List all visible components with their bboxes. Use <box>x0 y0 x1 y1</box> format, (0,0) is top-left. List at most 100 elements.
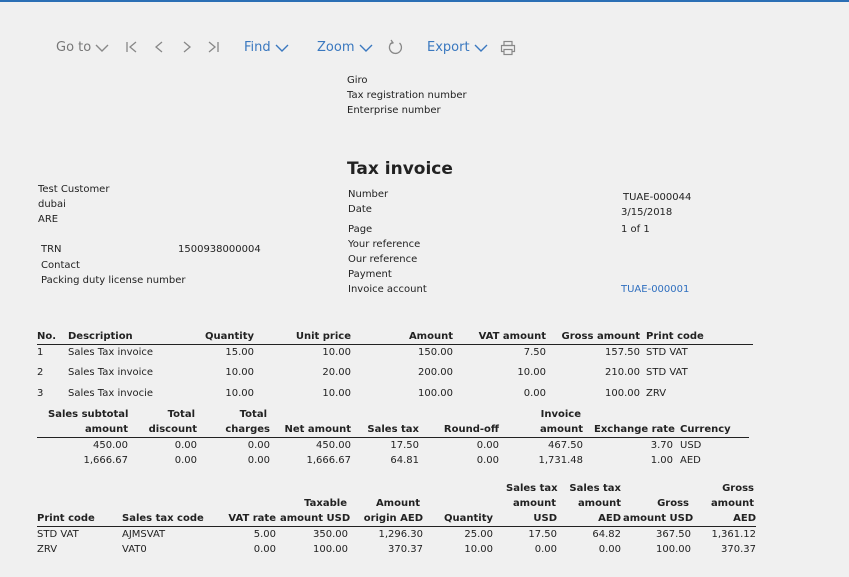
export-button[interactable]: Export <box>427 40 488 55</box>
column-header: amount <box>512 498 556 509</box>
total-discount-value: 0.00 <box>174 440 197 451</box>
invoice-account-link[interactable]: TUAE-000001 <box>621 284 690 295</box>
sales-tax-code-value: VAT0 <box>122 544 147 555</box>
net-amount-value: 1,666.67 <box>306 455 351 466</box>
exchange-rate-value: 3.70 <box>650 440 673 451</box>
line-description: Sales Tax invocie <box>68 388 154 399</box>
taxable-amount-value: 350.00 <box>313 529 348 540</box>
column-header: Sales subtotal <box>48 409 129 420</box>
line-gross-amount: 210.00 <box>605 367 640 378</box>
line-unit-price: 20.00 <box>322 367 351 378</box>
column-header: AED <box>598 513 621 524</box>
sales-tax-code-value: AJMSVAT <box>122 529 166 540</box>
column-header: origin AED <box>363 513 423 524</box>
line-amount: 150.00 <box>418 347 453 358</box>
amount-origin-value: 370.37 <box>388 544 423 555</box>
amount-origin-value: 1,296.30 <box>378 529 423 540</box>
chevron-down-icon <box>275 44 289 52</box>
goto-label: Go to <box>56 40 92 55</box>
gross-usd-value: 367.50 <box>656 529 691 540</box>
number-label: Number <box>348 189 389 200</box>
net-amount-value: 450.00 <box>316 440 351 451</box>
line-print-code: STD VAT <box>646 347 688 358</box>
column-header: VAT rate <box>228 513 276 524</box>
date-label: Date <box>348 204 372 215</box>
column-header: amount USD <box>623 513 694 524</box>
vat-rate-value: 5.00 <box>253 529 276 540</box>
line-vat-amount: 0.00 <box>523 388 546 399</box>
column-header: Quantity <box>444 513 493 524</box>
line-description: Sales Tax invoice <box>68 347 154 358</box>
sales-tax-usd-value: 17.50 <box>528 529 557 540</box>
header-divider <box>37 344 753 345</box>
line-unit-price: 10.00 <box>322 388 351 399</box>
sales-subtotal-value: 450.00 <box>93 440 128 451</box>
document-title: Tax invoice <box>347 159 453 179</box>
previous-page-icon[interactable] <box>153 40 165 57</box>
line-print-code: STD VAT <box>646 367 688 378</box>
line-vat-amount: 10.00 <box>517 367 546 378</box>
find-button[interactable]: Find <box>244 40 289 55</box>
sales-tax-value: 64.81 <box>390 455 419 466</box>
column-header: Print code <box>37 513 95 524</box>
column-header: Taxable <box>304 498 347 509</box>
gross-aed-value: 1,361.12 <box>711 529 756 540</box>
print-icon[interactable] <box>500 40 516 60</box>
line-quantity: 10.00 <box>225 388 254 399</box>
chevron-down-icon <box>95 44 109 52</box>
header-divider <box>37 526 756 527</box>
gross-aed-value: 370.37 <box>721 544 756 555</box>
enterprise-number-label: Enterprise number <box>347 105 441 116</box>
customer-country: ARE <box>38 214 59 225</box>
our-reference-label: Our reference <box>348 254 418 265</box>
goto-button[interactable]: Go to <box>56 40 109 55</box>
quantity-value: 10.00 <box>464 544 493 555</box>
total-discount-value: 0.00 <box>174 455 197 466</box>
number-value: TUAE-000044 <box>623 192 692 203</box>
line-description: Sales Tax invoice <box>68 367 154 378</box>
total-charges-value: 0.00 <box>247 455 270 466</box>
line-unit-price: 10.00 <box>322 347 351 358</box>
line-quantity: 15.00 <box>225 347 254 358</box>
refresh-icon[interactable] <box>387 39 404 60</box>
gross-usd-value: 100.00 <box>656 544 691 555</box>
find-label: Find <box>244 40 271 55</box>
taxable-amount-value: 100.00 <box>313 544 348 555</box>
column-header: Print code <box>646 331 704 342</box>
first-page-icon[interactable] <box>125 40 139 57</box>
trn-value: 1500938000004 <box>178 244 261 255</box>
column-header: VAT amount <box>478 331 546 342</box>
column-header: amount <box>710 498 754 509</box>
last-page-icon[interactable] <box>206 40 220 57</box>
sales-tax-value: 17.50 <box>390 440 419 451</box>
currency-value: AED <box>680 455 701 466</box>
total-charges-value: 0.00 <box>247 440 270 451</box>
column-header: amount <box>84 424 128 435</box>
column-header: charges <box>225 424 270 435</box>
chevron-down-icon <box>474 44 488 52</box>
column-header: Gross <box>657 498 689 509</box>
column-header: Unit price <box>295 331 351 342</box>
line-gross-amount: 100.00 <box>605 388 640 399</box>
invoice-account-label: Invoice account <box>348 284 427 295</box>
sales-tax-aed-value: 64.82 <box>592 529 621 540</box>
column-header: Currency <box>680 424 731 435</box>
customer-name: Test Customer <box>38 184 110 195</box>
line-gross-amount: 157.50 <box>605 347 640 358</box>
column-header: Gross amount <box>561 331 640 342</box>
next-page-icon[interactable] <box>181 40 193 57</box>
column-header: AED <box>733 513 756 524</box>
line-print-code: ZRV <box>646 388 667 399</box>
giro-label: Giro <box>347 75 368 86</box>
zoom-button[interactable]: Zoom <box>317 40 373 55</box>
column-header: Net amount <box>284 424 351 435</box>
contact-label: Contact <box>41 260 80 271</box>
column-header: USD <box>533 513 557 524</box>
column-header: discount <box>148 424 197 435</box>
column-header: Sales tax <box>367 424 419 435</box>
round-off-value: 0.00 <box>476 440 499 451</box>
exchange-rate-value: 1.00 <box>650 455 673 466</box>
quantity-value: 25.00 <box>464 529 493 540</box>
vat-rate-value: 0.00 <box>253 544 276 555</box>
column-header: Amount <box>375 498 420 509</box>
